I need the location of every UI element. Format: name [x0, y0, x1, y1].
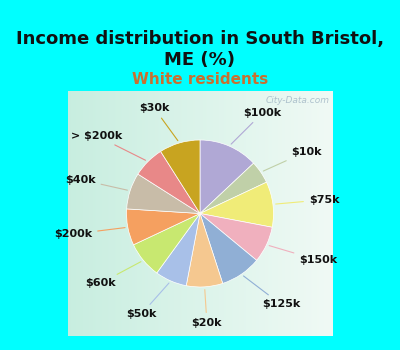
Text: $200k: $200k	[54, 228, 125, 239]
Wedge shape	[127, 174, 200, 214]
Wedge shape	[186, 214, 223, 287]
Text: $125k: $125k	[244, 276, 300, 309]
Wedge shape	[200, 214, 257, 284]
Text: $30k: $30k	[139, 103, 178, 141]
Wedge shape	[157, 214, 200, 286]
Text: $60k: $60k	[85, 262, 141, 288]
Text: > $200k: > $200k	[71, 131, 146, 160]
Wedge shape	[138, 152, 200, 214]
Text: $100k: $100k	[231, 108, 282, 144]
Text: $50k: $50k	[126, 283, 169, 319]
Text: $150k: $150k	[269, 246, 338, 265]
Text: Income distribution in South Bristol,
ME (%): Income distribution in South Bristol, ME…	[16, 30, 384, 69]
Wedge shape	[200, 163, 266, 214]
Wedge shape	[134, 214, 200, 273]
Text: $10k: $10k	[263, 147, 321, 171]
Text: White residents: White residents	[132, 72, 268, 87]
Wedge shape	[200, 182, 274, 227]
Wedge shape	[161, 140, 200, 214]
Text: $40k: $40k	[65, 175, 127, 190]
Wedge shape	[200, 214, 272, 260]
Wedge shape	[200, 140, 254, 214]
Wedge shape	[126, 209, 200, 245]
Text: City-Data.com: City-Data.com	[266, 96, 330, 105]
Text: $20k: $20k	[192, 289, 222, 328]
Text: $75k: $75k	[276, 195, 339, 205]
